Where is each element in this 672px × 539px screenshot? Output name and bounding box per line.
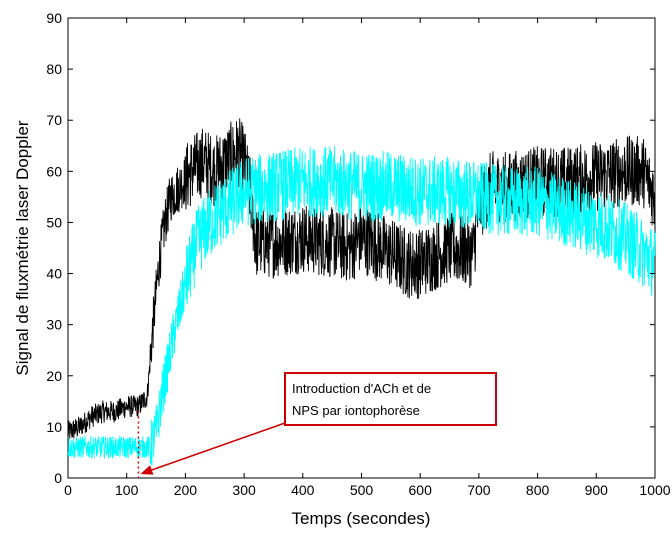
y-tick-label: 30 [46,317,62,333]
y-axis-label: Signal de fluxmétrie laser Doppler [13,120,32,375]
y-tick-label: 50 [46,214,62,230]
y-tick-label: 10 [46,419,62,435]
x-tick-label: 100 [115,482,139,498]
x-tick-label: 400 [291,482,315,498]
x-tick-label: 700 [467,482,491,498]
x-tick-label: 600 [409,482,433,498]
annotation-text-line1: Introduction d'ACh et de [292,381,431,396]
series-2 [67,146,656,466]
y-tick-label: 80 [46,61,62,77]
x-tick-label: 300 [232,482,256,498]
y-tick-label: 0 [54,470,62,486]
x-tick-label: 500 [350,482,374,498]
x-tick-label: 900 [585,482,609,498]
x-tick-label: 800 [526,482,550,498]
y-tick-label: 60 [46,163,62,179]
y-tick-label: 70 [46,112,62,128]
x-tick-label: 1000 [639,482,670,498]
x-tick-label: 200 [174,482,198,498]
x-tick-label: 0 [64,482,72,498]
y-tick-label: 90 [46,10,62,26]
annotation-box [284,372,497,426]
annotation-arrowhead [140,465,154,475]
annotation-arrow [151,422,286,471]
ticks-layer: 0 100 200 300 400 500 600 700 800 900 1000 0 10 20 30 4… [46,10,670,498]
series-layer [67,118,656,466]
annotation: Introduction d'ACh et de NPS par iontoph… [137,372,497,478]
series-2-line [67,146,656,466]
y-tick-label: 40 [46,266,62,282]
y-tick-label: 20 [46,368,62,384]
annotation-text-line2: NPS par iontophorèse [292,403,420,418]
x-axis-label: Temps (secondes) [292,509,431,528]
